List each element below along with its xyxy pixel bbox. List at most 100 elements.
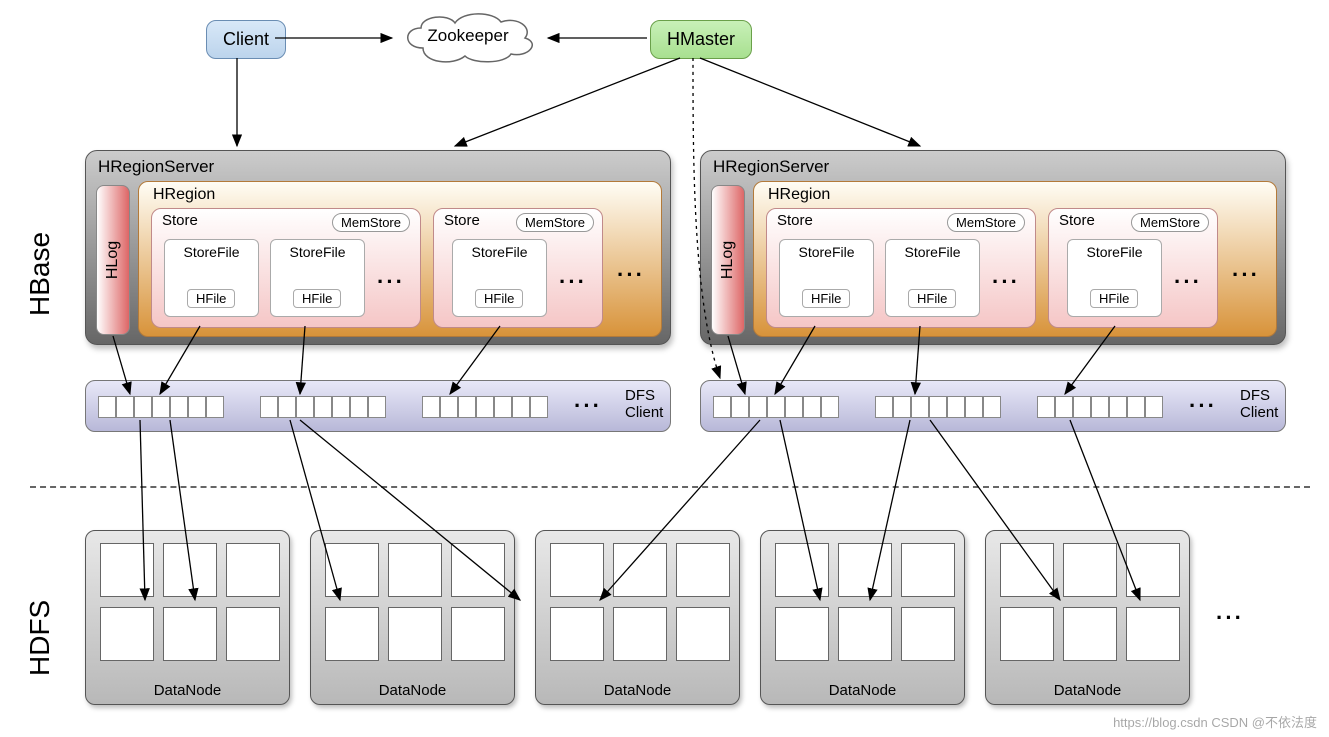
datanode-block <box>388 607 442 661</box>
store-right-2: Store MemStore StoreFile HFile ··· <box>1048 208 1218 328</box>
ellipsis-icon: ··· <box>377 269 405 295</box>
store-right-1: Store MemStore StoreFile HFile StoreFile… <box>766 208 1036 328</box>
hlog-right: HLog <box>711 185 745 335</box>
hlog-label: HLog <box>104 241 122 279</box>
dfs-block <box>116 396 134 418</box>
dfs-block <box>512 396 530 418</box>
ellipsis-icon: ··· <box>1174 269 1202 295</box>
node-zookeeper: Zookeeper <box>393 8 543 71</box>
dfs-block <box>278 396 296 418</box>
dfs-block <box>440 396 458 418</box>
store-label: Store <box>162 212 198 229</box>
hregionserver-panel-right: HRegionServer HLog HRegion Store MemStor… <box>700 150 1286 345</box>
dfs-block <box>296 396 314 418</box>
hfile-r3: HFile <box>1090 289 1138 308</box>
ellipsis-icon: ··· <box>574 393 602 419</box>
hregionserver-label: HRegionServer <box>713 157 829 177</box>
store-left-2: Store MemStore StoreFile HFile ··· <box>433 208 603 328</box>
ellipsis-icon: ··· <box>617 262 645 288</box>
datanode-block <box>388 543 442 597</box>
datanode: DataNode <box>985 530 1190 705</box>
datanode-block <box>775 607 829 661</box>
storefile-l2: StoreFile HFile <box>270 239 365 317</box>
dfs-block <box>875 396 893 418</box>
ellipsis-icon: ··· <box>1216 605 1244 631</box>
section-divider <box>30 486 1310 488</box>
datanode-block <box>676 543 730 597</box>
ellipsis-icon: ··· <box>1232 262 1260 288</box>
memstore-label: MemStore <box>947 213 1025 232</box>
datanode-block <box>451 543 505 597</box>
dfs-block <box>965 396 983 418</box>
datanode: DataNode <box>760 530 965 705</box>
ellipsis-icon: ··· <box>559 269 587 295</box>
memstore-label: MemStore <box>332 213 410 232</box>
ellipsis-icon: ··· <box>992 269 1020 295</box>
store-left-1: Store MemStore StoreFile HFile StoreFile… <box>151 208 421 328</box>
datanode-block <box>325 607 379 661</box>
hlog-left: HLog <box>96 185 130 335</box>
dfs-block <box>785 396 803 418</box>
datanode-block <box>550 607 604 661</box>
datanode-block <box>163 607 217 661</box>
dfs-block <box>332 396 350 418</box>
dfs-block <box>170 396 188 418</box>
dfs-block <box>1073 396 1091 418</box>
hregionserver-label: HRegionServer <box>98 157 214 177</box>
dfs-block <box>476 396 494 418</box>
dfs-block <box>1145 396 1163 418</box>
datanode-block <box>100 543 154 597</box>
datanode: DataNode <box>85 530 290 705</box>
dfs-block <box>713 396 731 418</box>
datanode: DataNode <box>310 530 515 705</box>
storefile-label: StoreFile <box>471 244 527 260</box>
hregion-label: HRegion <box>768 186 830 204</box>
datanode-label: DataNode <box>604 682 672 699</box>
store-label: Store <box>1059 212 1095 229</box>
dfs-block <box>893 396 911 418</box>
storefile-r1: StoreFile HFile <box>779 239 874 317</box>
datanode-block <box>163 543 217 597</box>
datanode-block <box>901 607 955 661</box>
datanode-block <box>550 543 604 597</box>
datanode-label: DataNode <box>154 682 222 699</box>
dfs-panel-right: ··· <box>700 380 1286 432</box>
storefile-label: StoreFile <box>798 244 854 260</box>
datanode-block <box>1063 543 1117 597</box>
datanode-block <box>100 607 154 661</box>
dfs-block <box>494 396 512 418</box>
datanode-label: DataNode <box>379 682 447 699</box>
datanode-block <box>901 543 955 597</box>
hlog-label: HLog <box>719 241 737 279</box>
node-client: Client <box>206 20 286 59</box>
dfs-block <box>422 396 440 418</box>
hfile-l1: HFile <box>187 289 235 308</box>
dfs-block <box>1037 396 1055 418</box>
dfs-label-right: DFSClient <box>1240 387 1278 422</box>
dfs-block <box>821 396 839 418</box>
dfs-block <box>530 396 548 418</box>
dfs-block <box>929 396 947 418</box>
dfs-block <box>206 396 224 418</box>
store-label: Store <box>777 212 813 229</box>
dfs-block <box>368 396 386 418</box>
dfs-block <box>98 396 116 418</box>
storefile-label: StoreFile <box>1086 244 1142 260</box>
hregionserver-panel-left: HRegionServer HLog HRegion Store MemStor… <box>85 150 671 345</box>
datanode-block <box>775 543 829 597</box>
storefile-label: StoreFile <box>183 244 239 260</box>
storefile-l3: StoreFile HFile <box>452 239 547 317</box>
section-label-hdfs: HDFS <box>24 556 56 676</box>
dfs-block <box>1055 396 1073 418</box>
storefile-label: StoreFile <box>289 244 345 260</box>
datanode-block <box>1126 607 1180 661</box>
dfs-block <box>767 396 785 418</box>
hregion-label: HRegion <box>153 186 215 204</box>
dfs-label-left: DFSClient <box>625 387 663 422</box>
datanode-block <box>1126 543 1180 597</box>
datanode-block <box>613 607 667 661</box>
dfs-block <box>731 396 749 418</box>
hfile-l2: HFile <box>293 289 341 308</box>
dfs-block <box>134 396 152 418</box>
dfs-block <box>947 396 965 418</box>
